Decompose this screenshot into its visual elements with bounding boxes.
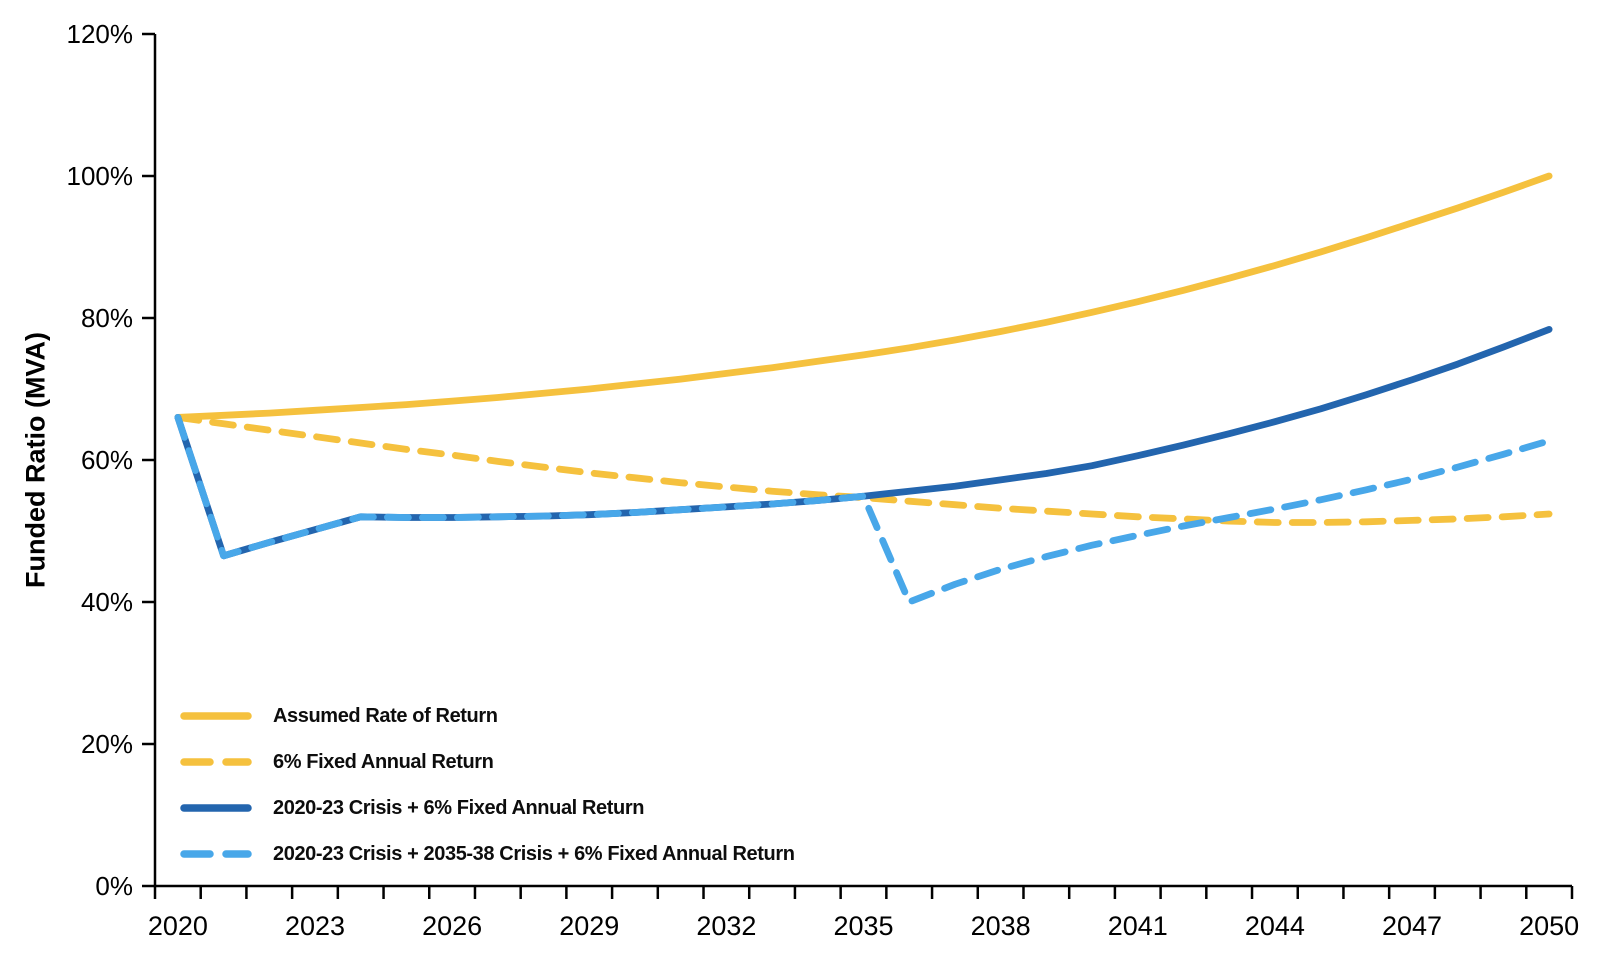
x-tick-label: 2050 [1519, 911, 1579, 941]
x-tick-label: 2044 [1245, 911, 1305, 941]
x-tick-label: 2047 [1382, 911, 1442, 941]
legend-line-swatch [180, 712, 252, 720]
x-tick-label: 2020 [148, 911, 208, 941]
x-tick-label: 2023 [285, 911, 345, 941]
y-tick-label: 100% [67, 161, 134, 191]
legend-label: 2020-23 Crisis + 6% Fixed Annual Return [273, 796, 645, 819]
y-tick-label: 40% [81, 587, 133, 617]
y-tick-label: 0% [95, 871, 133, 901]
x-tick-label: 2032 [696, 911, 756, 941]
legend-label: 6% Fixed Annual Return [273, 750, 494, 773]
y-tick-label: 120% [67, 19, 134, 49]
series-line-3 [174, 414, 1553, 606]
chart-legend: Assumed Rate of Return 6% Fixed Annual R… [180, 693, 795, 877]
x-tick-label: 2041 [1108, 911, 1168, 941]
legend-line-swatch [180, 804, 252, 812]
x-tick-label: 2029 [559, 911, 619, 941]
legend-label: 2020-23 Crisis + 2035-38 Crisis + 6% Fix… [273, 842, 795, 865]
legend-item-assumed-rate-of-return: Assumed Rate of Return [180, 693, 795, 739]
legend-label: Assumed Rate of Return [273, 704, 498, 727]
legend-line-swatch [180, 758, 252, 766]
y-axis-title: Funded Ratio (MVA) [20, 332, 51, 588]
x-tick-label: 2038 [971, 911, 1031, 941]
x-tick-label: 2035 [833, 911, 893, 941]
y-tick-label: 60% [81, 445, 133, 475]
series-line-1 [174, 414, 1553, 526]
y-tick-label: 80% [81, 303, 133, 333]
series-line-0 [174, 172, 1553, 421]
y-tick-label: 20% [81, 729, 133, 759]
x-tick-label: 2026 [422, 911, 482, 941]
legend-item-2020-23-and-2035-38-crisis: 2020-23 Crisis + 2035-38 Crisis + 6% Fix… [180, 831, 795, 877]
legend-line-swatch [180, 850, 252, 858]
legend-item-2020-23-crisis: 2020-23 Crisis + 6% Fixed Annual Return [180, 785, 795, 831]
legend-item-6pct-fixed-annual-return: 6% Fixed Annual Return [180, 739, 795, 785]
